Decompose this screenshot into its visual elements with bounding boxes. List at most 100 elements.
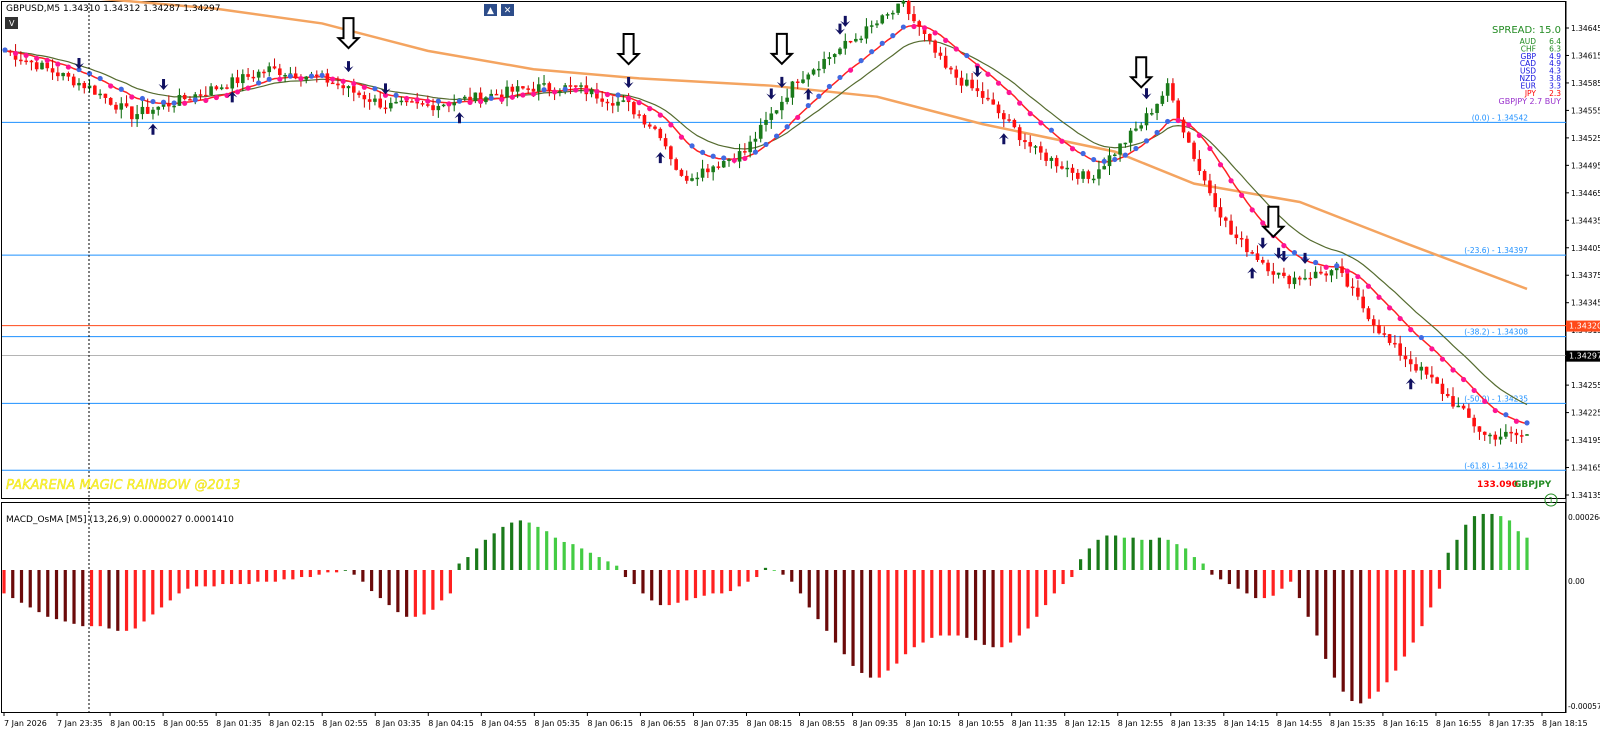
spread-ccy: NZD [1519,74,1536,83]
time-tick-label: 7 Jan 2026 [4,719,47,728]
candle-body [764,119,768,125]
macd-bar [475,548,479,570]
rainbow-dot [308,73,315,79]
candle-body [66,72,71,77]
candle-body [573,85,578,87]
rainbow-dot [224,92,230,98]
rainbow-dot [192,97,198,103]
rainbow-dot [266,76,272,82]
macd-label: MACD_OsMA [M5] (13,26,9) 0.0000027 0.000… [6,515,234,525]
macd-bar [982,570,986,645]
rainbow-dot [76,66,82,73]
macd-bar [1210,570,1214,575]
collapse-button[interactable]: ▲ [483,3,498,17]
candle-body [848,40,853,43]
candle-body [875,23,879,26]
candle-body [600,98,604,102]
candle-body [991,99,996,105]
time-tick-label: 8 Jan 15:35 [1330,719,1376,728]
spread-value: 6.3 [1549,44,1561,53]
candle-body [1403,355,1408,360]
candle-body [246,74,250,77]
rainbow-dot [467,99,473,106]
rainbow-dot [911,23,917,30]
time-tick-label: 8 Jan 04:15 [428,719,474,728]
rainbow-dot [625,95,632,101]
candle-body [103,93,108,98]
candle-body [1202,171,1207,181]
macd-bar [1464,524,1468,570]
circled-one-icon[interactable] [1544,493,1558,507]
candle-body [526,88,530,90]
down-arrow-icon [73,57,84,69]
candle-body [314,74,319,77]
time-tick-label: 8 Jan 17:35 [1489,719,1535,728]
candle-body [219,87,224,90]
macd-bar [658,570,663,606]
candle-body [626,100,631,103]
macd-bar [1499,516,1503,570]
macd-bar [790,570,794,582]
rainbow-dot [1418,334,1424,341]
candle-body [114,104,118,110]
macd-bar [825,570,829,631]
candle-body [790,81,795,98]
macd-bar [545,531,549,570]
rainbow-dot [805,102,811,109]
rainbow-dot [1133,145,1139,152]
macd-bar [1394,570,1398,671]
macd-bar [457,563,461,570]
up-arrow-icon [998,133,1009,145]
price-tick-label: 1.34405 [1571,244,1600,253]
rainbow-dot [404,95,410,102]
candle-body [748,141,752,153]
macd-bar [273,570,277,582]
time-tick-label: 8 Jan 14:55 [1277,719,1323,728]
macd-bar [221,570,225,585]
rainbow-dot [1344,268,1350,274]
price-tick-label: 1.34645 [1571,24,1600,33]
macd-bar [1105,535,1109,570]
rainbow-dot [12,50,19,56]
v-badge[interactable] [5,17,18,29]
rainbow-dot [171,100,177,106]
candle-body [1160,95,1165,104]
fibonacci-lines: (0.0) - 1.34542 (-23.6) - 1.34397 (-38.2) … [2,113,1566,471]
candle-body [283,74,287,77]
up-arrow-icon [147,123,158,135]
candle-body [40,62,44,70]
candle-body [130,106,134,120]
rainbow-dot [869,49,875,55]
macd-bar [1437,570,1442,589]
price-tick-label: 1.34615 [1571,51,1600,60]
down-arrow-icon [1300,252,1311,264]
rainbow-dot [182,100,188,106]
macd-bar [518,520,523,570]
candle-body [1239,238,1244,240]
candle-body [912,14,916,22]
candle-body [330,82,335,85]
macd-bar [912,570,916,648]
candle-body [996,104,1001,114]
big-down-arrow-icon [1128,56,1154,89]
macd-bar [1026,570,1030,629]
candle-body [436,105,441,111]
candle-body [1467,408,1471,418]
candle-body [1356,287,1360,297]
close-button[interactable]: ✕ [500,3,515,17]
rainbow-dot [1313,259,1319,266]
candle-body [1017,127,1022,141]
macd-bar [1175,544,1179,570]
candle-body [558,91,562,93]
macd-bar [11,570,15,599]
candle-body [1007,119,1011,121]
up-arrow-icon [803,88,814,100]
time-tick-label: 8 Jan 00:15 [110,719,156,728]
candle-body [795,81,800,84]
macd-bar [807,570,811,608]
macd-bar [1420,570,1424,627]
macd-bar [72,570,76,624]
macd-bar [921,570,925,643]
candle-body [806,74,811,80]
